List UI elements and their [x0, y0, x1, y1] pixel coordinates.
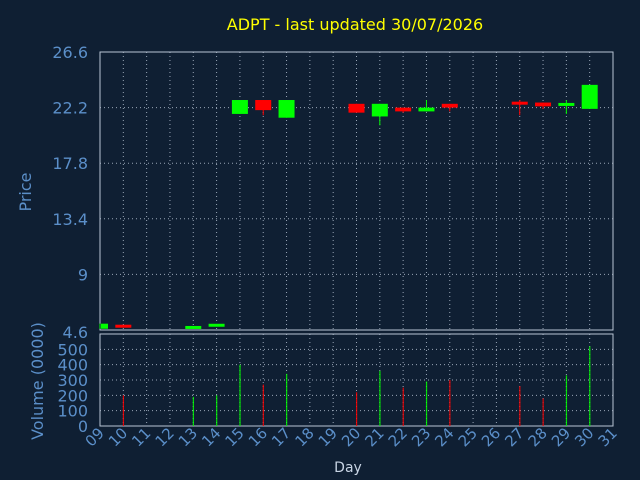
- candle-body: [208, 323, 225, 327]
- candle: [535, 102, 552, 109]
- volume-tick-label: 200: [57, 386, 88, 405]
- candle: [115, 324, 132, 328]
- price-tick-label: 9: [78, 265, 88, 284]
- candle: [278, 100, 295, 118]
- candle-body: [348, 103, 365, 113]
- x-ticks: 0910111213141516171819202122232425262728…: [82, 424, 621, 450]
- volume-axis-label: Volume (0000): [28, 322, 47, 440]
- volume-tick-label: 300: [57, 371, 88, 390]
- volume-bar: [239, 364, 241, 426]
- candle: [581, 84, 598, 109]
- candle: [395, 107, 412, 113]
- candle-body: [231, 100, 248, 114]
- price-tick-label: 22.2: [52, 99, 88, 118]
- volume-bar: [402, 387, 404, 426]
- volume-tick-label: 400: [57, 356, 88, 375]
- volume-bar: [565, 375, 568, 426]
- price-tick-label: 17.8: [52, 154, 88, 173]
- candle: [208, 323, 225, 327]
- volume-bar: [542, 398, 544, 426]
- candle: [255, 100, 272, 116]
- volume-bar: [449, 380, 451, 426]
- price-plot-frame: [99, 51, 614, 331]
- price-tick-label: 13.4: [52, 210, 88, 229]
- candle-body: [418, 107, 435, 112]
- candle-body: [511, 101, 528, 105]
- volume-bar: [216, 395, 218, 426]
- volume-bar: [286, 373, 288, 426]
- price-tick-label: 26.6: [52, 43, 88, 62]
- candle-body: [395, 107, 412, 112]
- volume-bar: [122, 395, 125, 426]
- candle-body: [581, 84, 598, 109]
- candles: [99, 84, 598, 329]
- volume-bar: [379, 370, 381, 426]
- candle-body: [115, 324, 132, 328]
- candle: [231, 100, 248, 114]
- volume-bar: [356, 392, 358, 426]
- candle-body: [441, 103, 458, 108]
- volume-tick-label: 0: [78, 417, 88, 436]
- price-tick-label: 4.6: [63, 323, 88, 342]
- candle-body: [185, 325, 202, 329]
- volume-bar: [425, 381, 428, 426]
- candle-body: [255, 100, 272, 111]
- volume-bar: [589, 346, 591, 426]
- x-axis-label: Day: [334, 460, 362, 476]
- candle: [348, 103, 365, 113]
- candle-body: [101, 323, 108, 329]
- volume-bars: [122, 346, 591, 426]
- volume-tick-label: 100: [57, 402, 88, 421]
- candle-body: [558, 102, 575, 106]
- volume-bar: [519, 386, 521, 426]
- price-y-ticks: 26.6 22.2 17.8 13.4 9 4.6: [52, 43, 88, 342]
- volume-bar: [192, 396, 194, 426]
- candle: [511, 100, 528, 116]
- candle-body: [278, 100, 295, 118]
- candle: [441, 103, 458, 112]
- volume-bar: [262, 384, 264, 426]
- price-axis-label: Price: [16, 172, 35, 211]
- candle-body: [371, 103, 388, 117]
- candle: [185, 325, 202, 329]
- candle: [558, 100, 575, 114]
- candle: [99, 323, 108, 329]
- candle: [418, 100, 435, 112]
- candle: [371, 103, 388, 126]
- volume-tick-label: 500: [57, 340, 88, 359]
- candle-body: [535, 102, 552, 107]
- chart-title: ADPT - last updated 30/07/2026: [227, 15, 483, 34]
